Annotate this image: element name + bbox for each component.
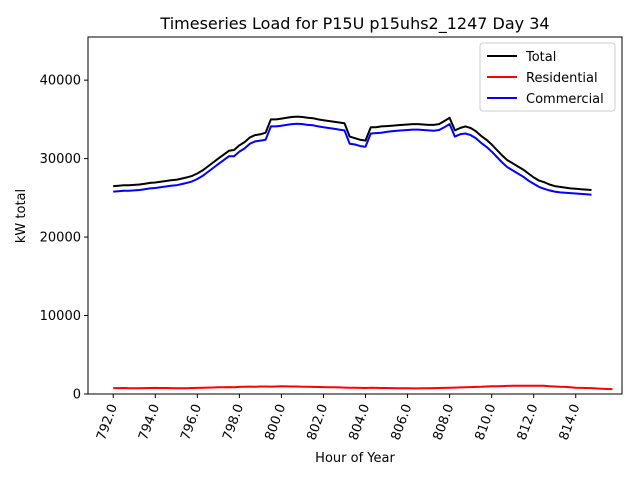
y-tick-label: 0 bbox=[73, 388, 81, 403]
legend-frame bbox=[479, 42, 616, 112]
x-tick-label: 802.0 bbox=[304, 402, 331, 442]
y-axis-ticks: 0 10000 20000 30000 40000 bbox=[40, 74, 88, 403]
x-tick-label: 800.0 bbox=[262, 402, 289, 442]
x-tick-label: 806.0 bbox=[388, 402, 415, 442]
y-tick-label: 30000 bbox=[40, 152, 81, 167]
legend-label-residential: Residential bbox=[526, 71, 598, 86]
legend: Total Residential Commercial bbox=[479, 42, 616, 112]
series-layer bbox=[113, 115, 613, 391]
x-tick-label: 792.0 bbox=[94, 402, 121, 442]
legend-label-total: Total bbox=[525, 50, 556, 65]
x-tick-label: 794.0 bbox=[136, 402, 163, 442]
x-tick-label: 814.0 bbox=[557, 402, 584, 442]
y-axis-label: kW total bbox=[14, 189, 29, 243]
x-tick-label: 812.0 bbox=[515, 402, 542, 442]
chart-title: Timeseries Load for P15U p15uhs2_1247 Da… bbox=[159, 14, 549, 34]
y-tick-label: 20000 bbox=[40, 231, 81, 246]
legend-label-commercial: Commercial bbox=[526, 92, 604, 107]
x-tick-label: 798.0 bbox=[220, 402, 247, 442]
x-tick-label: 808.0 bbox=[431, 402, 458, 442]
x-tick-label: 804.0 bbox=[346, 402, 373, 442]
y-tick-label: 10000 bbox=[40, 309, 81, 324]
plot-frame bbox=[87, 36, 623, 395]
x-axis-ticks: 792.0 794.0 796.0 798.0 800.0 802.0 804.0 806.0… bbox=[94, 394, 584, 442]
x-tick-label: 810.0 bbox=[473, 402, 500, 442]
series-line-residential bbox=[113, 384, 613, 391]
series-line-commercial bbox=[113, 122, 592, 196]
series-line-total bbox=[113, 115, 592, 191]
x-tick-label: 796.0 bbox=[178, 402, 205, 442]
x-axis-label: Hour of Year bbox=[315, 451, 395, 466]
y-tick-label: 40000 bbox=[40, 74, 81, 89]
